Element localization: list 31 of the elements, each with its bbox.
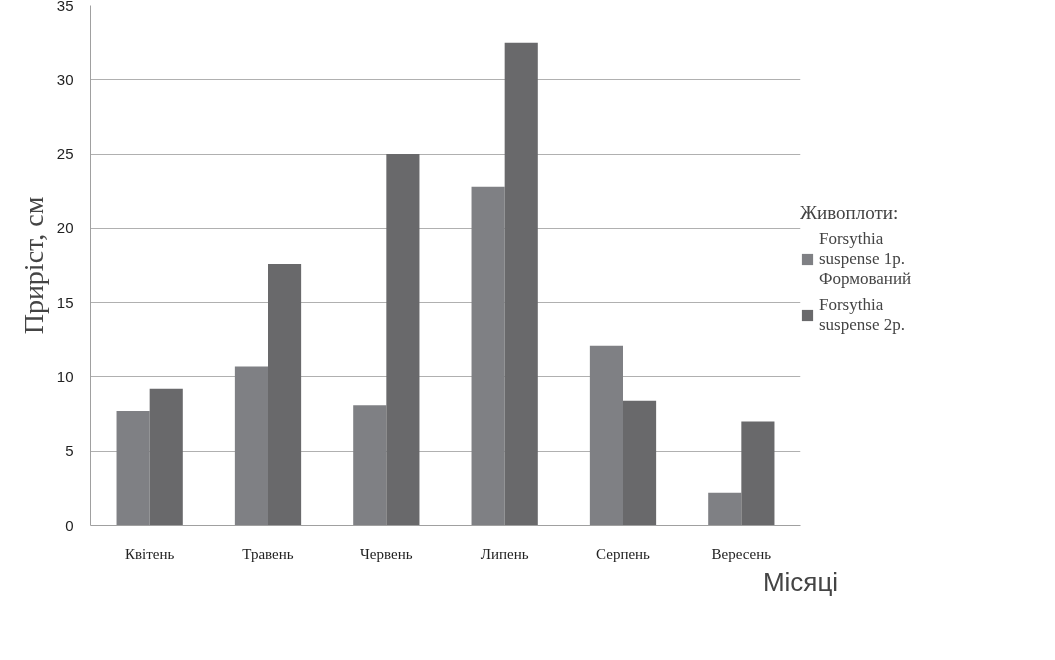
bar	[116, 411, 150, 526]
bar	[353, 405, 387, 526]
legend-label: Forsythia suspense 2р.	[819, 295, 905, 335]
bar	[623, 400, 657, 526]
y-tick-label: 30	[56, 70, 74, 88]
legend-label: Forsythia suspense 1р. Формований	[819, 229, 912, 289]
y-tick-label: 0	[65, 516, 74, 534]
x-tick-label: Квітень	[125, 545, 175, 562]
bar	[268, 264, 302, 526]
bar	[234, 366, 268, 526]
x-tick-label: Травень	[242, 545, 294, 562]
x-tick-label: Червень	[360, 545, 413, 562]
bar	[741, 421, 775, 526]
bar	[149, 388, 183, 526]
legend-title: Живоплоти:	[800, 202, 900, 224]
x-tick-label: Серпень	[596, 545, 651, 562]
y-tick-label: 35	[56, 0, 74, 14]
y-tick-label: 20	[56, 219, 74, 237]
x-axis-title: Місяці	[762, 566, 839, 597]
y-tick-label: 25	[56, 145, 74, 163]
bar	[708, 492, 742, 526]
bar	[471, 186, 505, 526]
y-axis-title: Приріст, см	[17, 196, 49, 335]
bar	[589, 345, 623, 526]
x-tick-label: Липень	[480, 545, 529, 562]
bar	[504, 42, 538, 526]
y-tick-label: 5	[65, 442, 74, 460]
bar	[386, 154, 420, 526]
y-tick-label: 10	[56, 367, 74, 385]
x-tick-label: Вересень	[711, 545, 772, 562]
y-tick-label: 15	[56, 293, 74, 311]
